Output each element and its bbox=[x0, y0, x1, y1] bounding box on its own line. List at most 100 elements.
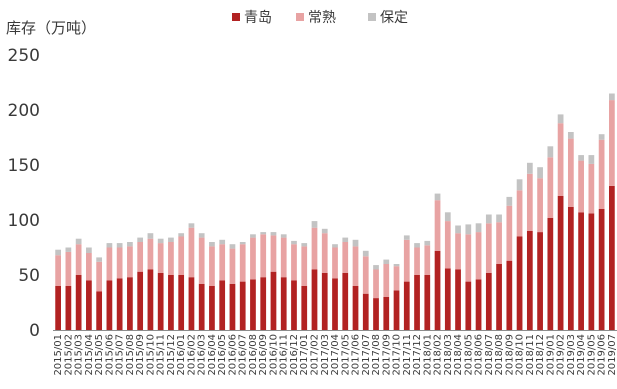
y-tick-label: 200 bbox=[8, 101, 40, 121]
bar-segment-changshu bbox=[414, 247, 420, 275]
legend-swatch bbox=[296, 13, 304, 21]
bar-segment-qingdao bbox=[424, 275, 431, 330]
y-tick-label: 0 bbox=[29, 321, 40, 341]
bar-segment-changshu bbox=[567, 138, 574, 207]
bar-segment-changshu bbox=[106, 247, 113, 281]
bar-segment-changshu bbox=[496, 222, 502, 264]
bar-segment-baoding bbox=[342, 237, 349, 242]
bar-segment-baoding bbox=[198, 233, 205, 238]
bar-segment-changshu bbox=[198, 237, 205, 284]
bar-segment-changshu bbox=[434, 200, 441, 251]
bar-segment-baoding bbox=[373, 265, 379, 270]
bar-segment-qingdao bbox=[219, 280, 226, 330]
bar-segment-baoding bbox=[106, 243, 113, 248]
legend-swatch bbox=[232, 13, 240, 21]
x-tick-label: 2017/03 bbox=[320, 334, 331, 376]
x-tick-label: 2017/06 bbox=[351, 334, 362, 376]
bar-segment-qingdao bbox=[342, 272, 349, 330]
bar-segment-qingdao bbox=[496, 264, 502, 330]
x-tick-label: 2018/08 bbox=[494, 334, 505, 376]
bar-segment-qingdao bbox=[506, 260, 513, 330]
bar-segment-changshu bbox=[465, 234, 472, 282]
bar-segment-baoding bbox=[127, 242, 133, 247]
bar-segment-qingdao bbox=[260, 277, 267, 330]
bar-segment-baoding bbox=[485, 214, 492, 224]
bar-segment-changshu bbox=[209, 246, 215, 286]
bar-segment-qingdao bbox=[127, 277, 133, 330]
bar-segment-qingdao bbox=[96, 291, 103, 330]
x-tick-label: 2016/05 bbox=[217, 334, 228, 376]
bar-segment-qingdao bbox=[147, 269, 154, 330]
bar-segment-changshu bbox=[393, 266, 400, 291]
bar-segment-changshu bbox=[116, 247, 123, 279]
bar-segment-qingdao bbox=[444, 268, 451, 330]
bar-segment-baoding bbox=[444, 212, 451, 222]
x-tick-label: 2019/05 bbox=[586, 334, 597, 376]
bar-segment-changshu bbox=[383, 264, 390, 297]
bar-segment-qingdao bbox=[465, 281, 472, 330]
bar-segment-qingdao bbox=[403, 281, 410, 330]
bar-segment-baoding bbox=[239, 242, 246, 245]
bar-segment-changshu bbox=[373, 269, 379, 299]
bar-segment-baoding bbox=[557, 114, 564, 124]
bar-segment-qingdao bbox=[106, 280, 113, 330]
bar-segment-qingdao bbox=[516, 236, 523, 330]
bar-segment-qingdao bbox=[434, 250, 441, 330]
bar-segment-qingdao bbox=[188, 277, 195, 330]
x-tick-label: 2018/02 bbox=[433, 334, 444, 376]
bar-segment-baoding bbox=[291, 240, 297, 245]
x-tick-label: 2015/06 bbox=[104, 334, 115, 376]
bar-segment-baoding bbox=[168, 237, 174, 242]
bar-segment-qingdao bbox=[137, 271, 144, 330]
bar-segment-changshu bbox=[557, 123, 564, 196]
bar-segment-qingdao bbox=[588, 213, 595, 330]
bar-segment-baoding bbox=[311, 221, 318, 228]
x-tick-label: 2016/09 bbox=[258, 334, 269, 376]
x-tick-label: 2016/06 bbox=[227, 334, 238, 376]
bar-segment-baoding bbox=[280, 234, 287, 238]
x-tick-label: 2019/06 bbox=[597, 334, 608, 376]
x-tick-label: 2018/06 bbox=[474, 334, 485, 376]
bar-segment-changshu bbox=[506, 205, 513, 261]
bar-segment-changshu bbox=[352, 246, 359, 286]
bar-segment-qingdao bbox=[537, 232, 543, 330]
legend-swatch bbox=[368, 13, 376, 21]
bar-segment-qingdao bbox=[198, 283, 205, 330]
bar-segment-qingdao bbox=[557, 195, 564, 330]
bar-segment-baoding bbox=[65, 247, 72, 252]
bar-segment-changshu bbox=[55, 255, 61, 286]
y-tick-label: 100 bbox=[8, 211, 40, 231]
bar-segment-baoding bbox=[86, 247, 92, 253]
bar-segment-changshu bbox=[526, 173, 533, 231]
bar-segment-baoding bbox=[178, 233, 185, 237]
bar-segment-changshu bbox=[362, 256, 369, 294]
y-tick-label: 250 bbox=[8, 46, 40, 66]
bar-segment-baoding bbox=[506, 196, 513, 206]
x-tick-label: 2016/11 bbox=[279, 334, 290, 376]
x-tick-label: 2016/08 bbox=[248, 334, 259, 376]
bar-segment-baoding bbox=[362, 250, 369, 257]
x-tick-label: 2019/03 bbox=[566, 334, 577, 376]
bar-segment-baoding bbox=[75, 238, 82, 245]
bar-segment-baoding bbox=[475, 223, 482, 233]
x-tick-label: 2015/11 bbox=[156, 334, 167, 376]
x-tick-label: 2017/02 bbox=[309, 334, 320, 376]
bar-segment-qingdao bbox=[578, 212, 584, 330]
bar-segment-changshu bbox=[537, 178, 543, 233]
bar-segment-baoding bbox=[229, 244, 236, 249]
bar-segment-changshu bbox=[96, 261, 103, 292]
bar-segment-baoding bbox=[547, 146, 554, 158]
y-tick-label: 150 bbox=[8, 156, 40, 176]
bar-segment-baoding bbox=[250, 234, 256, 238]
bar-segment-baoding bbox=[383, 259, 390, 264]
bar-segment-changshu bbox=[547, 157, 554, 218]
bar-segment-baoding bbox=[434, 193, 441, 201]
bar-segment-changshu bbox=[485, 223, 492, 273]
bar-segment-baoding bbox=[455, 225, 461, 234]
bar-segment-baoding bbox=[424, 240, 431, 246]
bar-segment-qingdao bbox=[65, 286, 72, 330]
x-tick-label: 2016/10 bbox=[268, 334, 279, 376]
bar-segment-baoding bbox=[403, 235, 410, 240]
bar-segment-changshu bbox=[147, 238, 154, 270]
